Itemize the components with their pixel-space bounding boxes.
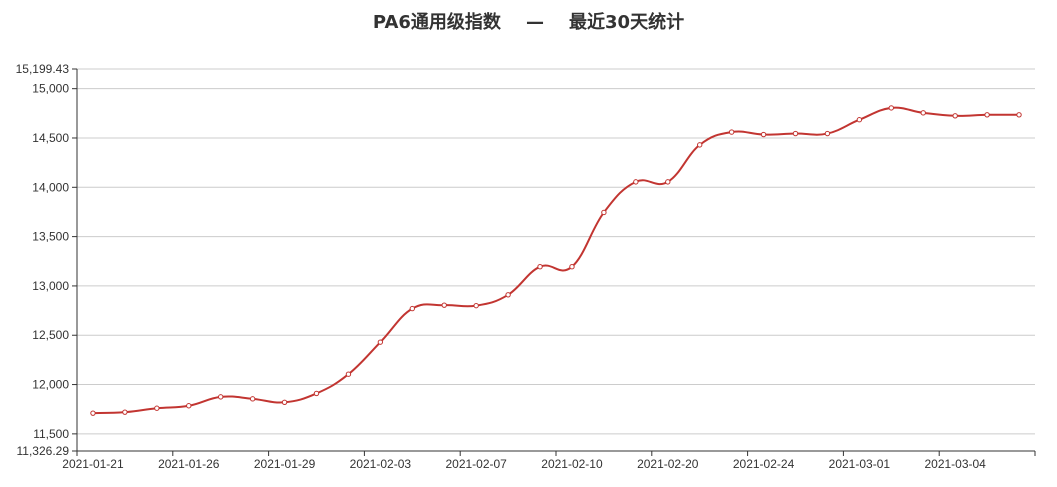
x-tick-label: 2021-02-20 xyxy=(637,457,699,471)
chart-title: PA6通用级指数 — 最近30天统计 xyxy=(372,12,685,33)
y-tick-label: 15,000 xyxy=(32,82,69,96)
grid-lines xyxy=(72,68,1035,452)
data-point xyxy=(665,179,671,185)
y-tick-label: 12,500 xyxy=(32,328,69,342)
data-point xyxy=(824,130,831,137)
axes xyxy=(76,69,1036,456)
data-point xyxy=(218,394,224,400)
x-tick-label: 2021-02-07 xyxy=(445,457,507,471)
data-point xyxy=(856,117,863,123)
data-point xyxy=(920,110,926,116)
y-tick-label: 11,500 xyxy=(33,427,69,441)
y-tick-label: 13,000 xyxy=(32,279,69,293)
data-point xyxy=(313,390,320,397)
y-tick-label: 14,000 xyxy=(32,180,69,194)
data-point xyxy=(601,209,607,216)
data-point xyxy=(281,399,288,406)
y-tick-label: 12,000 xyxy=(32,378,69,392)
data-point xyxy=(377,339,384,345)
data-point xyxy=(90,410,96,416)
x-tick-label: 2021-02-03 xyxy=(350,457,412,471)
data-point xyxy=(792,130,799,137)
data-point xyxy=(633,179,639,185)
data-point xyxy=(728,129,735,135)
x-tick-label: 2021-01-21 xyxy=(62,457,124,471)
data-point xyxy=(888,105,894,111)
y-tick-label: 11,326.29 xyxy=(17,444,70,458)
x-tick-label: 2021-03-01 xyxy=(829,457,891,471)
data-point xyxy=(505,292,511,298)
x-axis-tick-labels: 2021-01-21 2021-01-26 2021-01-29 2021-02-03… xyxy=(62,457,986,471)
x-tick-label: 2021-02-10 xyxy=(541,457,603,471)
data-point xyxy=(441,302,447,308)
data-point xyxy=(1016,112,1022,118)
data-point xyxy=(984,112,990,118)
data-point xyxy=(249,396,256,402)
y-axis-tick-labels: 11,326.29 11,500 12,000 12,500 13,000 13,500 1… xyxy=(16,62,70,458)
data-point xyxy=(473,302,479,309)
data-point xyxy=(569,263,575,270)
y-tick-label: 13,500 xyxy=(32,230,69,244)
data-point xyxy=(345,371,352,377)
y-tick-label: 15,199.43 xyxy=(16,62,70,76)
series-line xyxy=(92,106,1020,415)
data-point xyxy=(409,305,415,312)
x-tick-label: 2021-03-04 xyxy=(924,457,986,471)
data-point xyxy=(154,405,160,411)
data-point xyxy=(122,409,128,415)
y-tick-label: 14,500 xyxy=(32,131,69,145)
data-point xyxy=(697,142,703,148)
data-point xyxy=(952,113,958,119)
data-points xyxy=(90,105,1022,416)
x-tick-label: 2021-02-24 xyxy=(733,457,795,471)
data-point xyxy=(537,263,543,270)
x-tick-label: 2021-01-26 xyxy=(158,457,220,471)
x-tick-label: 2021-01-29 xyxy=(254,457,316,471)
data-point xyxy=(186,403,192,409)
data-point xyxy=(760,131,767,138)
